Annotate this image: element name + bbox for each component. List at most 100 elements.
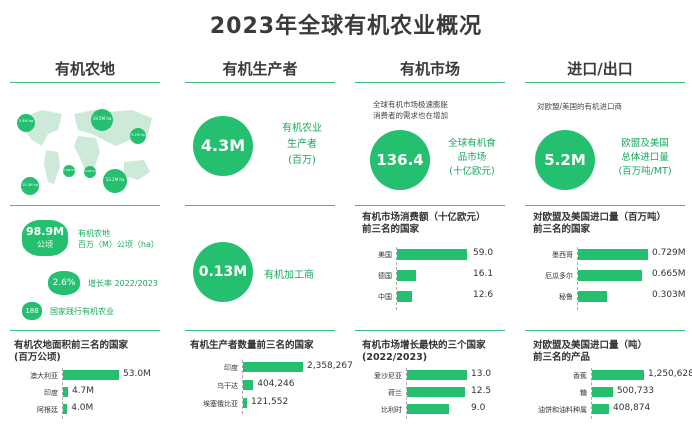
countries-badge: 188	[22, 302, 42, 320]
value-label: 4.0M	[71, 403, 94, 413]
category-label: 埃塞俄比亚	[203, 400, 238, 408]
value-label: 0.665M	[652, 269, 686, 279]
chart-axis	[242, 360, 243, 414]
col-header-producers: 有机生产者	[222, 60, 298, 78]
page-title: 2023年全球有机农业概况	[209, 14, 483, 39]
category-label: 墨西哥	[552, 251, 573, 259]
category-label: 爱沙尼亚	[374, 372, 402, 380]
category-label: 中国	[378, 293, 392, 301]
value-label: 2,358,267	[307, 361, 353, 371]
processors-desc: 有机加工商	[264, 270, 314, 281]
category-label: 油饼和油料种属	[538, 406, 587, 414]
trade-intro: 对欧盟/美国的有机进口商	[537, 102, 623, 111]
area-badge: 98.9M 公顷	[22, 220, 68, 256]
bar	[243, 398, 247, 408]
bar	[407, 370, 467, 380]
trade-circle: 5.2M	[535, 130, 595, 190]
chart-title: 有机生产者数量前三名的国家	[190, 340, 314, 351]
producers-desc: 有机农业 生产者 (百万)	[282, 123, 322, 166]
category-label: 澳大利亚	[30, 372, 58, 380]
map-bubble: 4.9M ha	[84, 166, 96, 178]
category-label: 香蕉	[573, 372, 587, 380]
category-label: 德国	[378, 272, 392, 280]
category-label: 荷兰	[388, 389, 402, 397]
growth-desc: 增长率 2022/2023	[88, 279, 158, 288]
bar	[592, 370, 644, 380]
producers-circle: 4.3M	[193, 116, 253, 176]
chart-top-producer-countries: 有机生产者数量前三名的国家 印度 2,358,267 乌干达 404,246 埃塞俄比亚 1…	[190, 340, 353, 430]
bar	[578, 291, 608, 302]
bar	[63, 387, 68, 397]
chart-top-land-countries: 有机农地面积前三名的国家 (百万公顷) 澳大利亚 53.0M 印度 4.7M 阿根廷 4.0…	[14, 340, 174, 430]
world-map: 3.4M ha 19.5M ha 5.1M ha 15.3M ha 2.4M h…	[17, 109, 152, 195]
value-label: 121,552	[251, 397, 289, 407]
svg-text:53.2M ha: 53.2M ha	[106, 177, 125, 182]
value-label: 16.1	[473, 269, 494, 279]
chart-title: 有机市场增长最快的三个国家 (2022/2023)	[362, 340, 486, 363]
value-label: 1,250,628	[648, 369, 692, 379]
value-label: 13.0	[471, 369, 492, 379]
value-label: 12.5	[471, 386, 492, 396]
chart-top-import-countries: 对欧盟及美国进口量（百万吨） 前三名的国家墨西哥 0.729M 厄瓜多尔 0.665M…	[533, 212, 688, 322]
area-desc: 有机农地 百万（M）公顷（ha）	[78, 229, 159, 249]
col-header-market: 有机市场	[399, 60, 460, 78]
chart-axis	[591, 368, 592, 419]
svg-text:15.3M ha: 15.3M ha	[22, 183, 38, 187]
divider	[185, 205, 335, 206]
divider	[185, 82, 335, 83]
chart-axis	[62, 368, 63, 419]
value-label: 4.7M	[71, 386, 95, 396]
growth-badge: 2.6%	[48, 271, 80, 295]
bar	[578, 270, 642, 281]
divider	[10, 82, 160, 83]
chart-title: 有机农地面积前三名的国家 (百万公顷)	[14, 340, 129, 363]
chart-title: 对欧盟及美国进口量（百万吨） 前三名的国家	[533, 212, 667, 235]
bar	[63, 370, 119, 380]
col-header-land: 有机农地	[54, 60, 115, 78]
category-label: 乌干达	[217, 382, 238, 390]
divider	[10, 330, 160, 331]
chart-axis	[577, 247, 578, 310]
value-label: 9.0	[471, 403, 486, 413]
map-bubble: 3.4M ha	[17, 114, 35, 132]
category-label: 美国	[378, 251, 392, 259]
svg-text:19.5M ha: 19.5M ha	[93, 116, 112, 121]
divider	[525, 330, 685, 331]
bar	[397, 249, 467, 260]
map-bubble: 5.1M ha	[130, 128, 146, 144]
area-value: 98.9M	[25, 225, 65, 238]
divider	[525, 205, 685, 206]
value-label: 408,874	[613, 403, 651, 413]
area-unit: 公顷	[37, 240, 53, 249]
category-label: 比利时	[381, 406, 402, 414]
divider	[185, 330, 335, 331]
divider	[10, 205, 160, 206]
bar	[407, 404, 449, 414]
bar	[243, 380, 254, 390]
svg-text:5.1M ha: 5.1M ha	[131, 133, 145, 137]
market-desc: 全球有机食 品市场 (十亿欧元)	[448, 138, 496, 177]
category-label: 印度	[44, 389, 58, 397]
category-label: 糖	[580, 389, 587, 397]
trade-desc: 欧盟及美国 总体进口量 (百万吨/MT)	[618, 138, 672, 177]
map-bubble: 19.5M ha	[91, 109, 113, 131]
category-label: 阿根廷	[37, 406, 58, 414]
category-label: 厄瓜多尔	[545, 272, 573, 280]
divider	[355, 205, 505, 206]
bar	[592, 404, 609, 414]
divider	[355, 82, 505, 83]
bar	[397, 291, 412, 302]
bar	[407, 387, 465, 397]
divider	[525, 82, 685, 83]
bar	[592, 387, 613, 397]
chart-axis	[396, 247, 397, 310]
svg-text:3.4M ha: 3.4M ha	[19, 119, 33, 123]
map-bubble: 2.4M ha	[63, 165, 75, 177]
bar	[63, 404, 68, 414]
value-label: 12.6	[473, 290, 494, 300]
map-bubble: 15.3M ha	[21, 177, 39, 195]
value-label: 0.729M	[652, 248, 686, 258]
chart-axis	[406, 368, 407, 419]
market-intro: 全球有机市场极速膨胀 消费者的需求也在增加	[373, 100, 448, 120]
